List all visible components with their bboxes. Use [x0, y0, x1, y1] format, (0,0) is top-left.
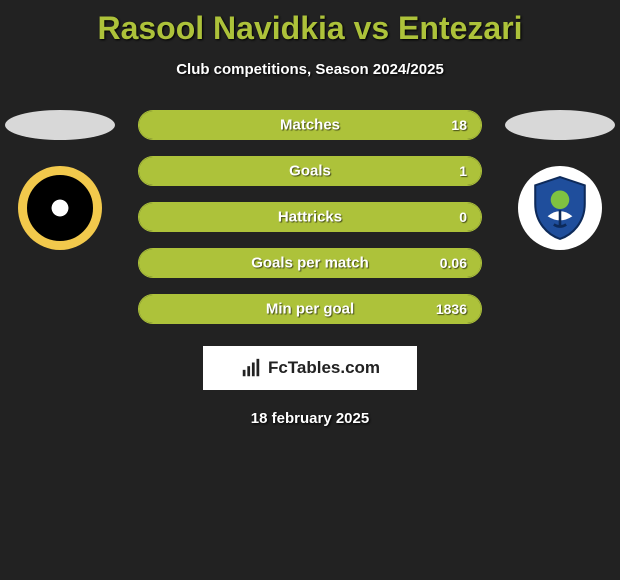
sepahan-crest-icon [27, 175, 93, 241]
stat-bar: Matches 18 [138, 110, 482, 140]
team-badge-right [518, 166, 602, 250]
player-left-head [5, 110, 115, 140]
watermark-text: FcTables.com [268, 358, 380, 378]
stat-bar: Goals 1 [138, 156, 482, 186]
player-right-head [505, 110, 615, 140]
malavan-crest-icon [527, 175, 593, 241]
stat-bar-value: 1836 [436, 301, 467, 317]
stat-bar-value: 1 [459, 163, 467, 179]
stat-bars: Matches 18 Goals 1 Hattricks 0 Goals per… [138, 110, 482, 324]
stat-bar-label: Goals per match [251, 255, 369, 272]
page-title: Rasool Navidkia vs Entezari [0, 0, 620, 47]
team-badge-left [18, 166, 102, 250]
stat-bar: Goals per match 0.06 [138, 248, 482, 278]
stat-bar-value: 0.06 [440, 255, 467, 271]
stat-bar-label: Goals [289, 163, 331, 180]
stat-bar: Hattricks 0 [138, 202, 482, 232]
watermark: FcTables.com [203, 346, 417, 390]
subtitle: Club competitions, Season 2024/2025 [0, 61, 620, 78]
stat-bar-label: Min per goal [266, 301, 354, 318]
stat-bar-label: Matches [280, 117, 340, 134]
stat-bar-label: Hattricks [278, 209, 342, 226]
comparison-content: Matches 18 Goals 1 Hattricks 0 Goals per… [0, 110, 620, 427]
stat-bar: Min per goal 1836 [138, 294, 482, 324]
stat-bar-value: 0 [459, 209, 467, 225]
date-text: 18 february 2025 [0, 410, 620, 427]
bar-chart-icon [240, 357, 262, 379]
stat-bar-value: 18 [451, 117, 467, 133]
